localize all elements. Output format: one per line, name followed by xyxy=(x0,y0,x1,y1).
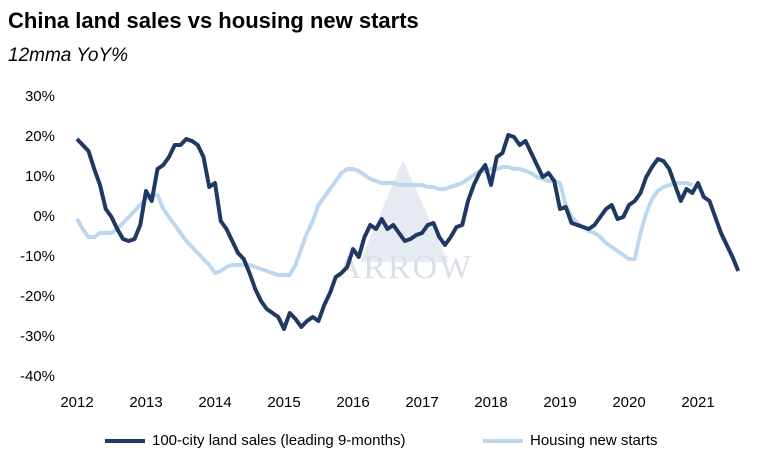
chart-subtitle: 12mma YoY% xyxy=(8,45,128,66)
x-tick-label: 2013 xyxy=(129,394,162,411)
y-tick-label: -20% xyxy=(20,288,55,305)
y-tick-label: 30% xyxy=(25,88,55,105)
legend-label: 100-city land sales (leading 9-months) xyxy=(152,432,405,449)
y-tick-label: -30% xyxy=(20,328,55,345)
y-tick-label: -10% xyxy=(20,248,55,265)
x-tick-label: 2021 xyxy=(681,394,714,411)
x-tick-label: 2015 xyxy=(267,394,300,411)
x-tick-label: 2020 xyxy=(612,394,645,411)
x-tick-label: 2012 xyxy=(60,394,93,411)
y-tick-label: -40% xyxy=(20,368,55,385)
x-tick-label: 2017 xyxy=(405,394,438,411)
x-tick-label: 2016 xyxy=(336,394,369,411)
chart-title: China land sales vs housing new starts xyxy=(8,8,419,33)
series-line xyxy=(75,133,741,331)
y-tick-label: 10% xyxy=(25,168,55,185)
y-tick-label: 0% xyxy=(33,208,55,225)
watermark-logo xyxy=(360,160,448,262)
legend-label: Housing new starts xyxy=(530,432,658,449)
series-line xyxy=(75,165,693,277)
x-tick-label: 2018 xyxy=(474,394,507,411)
x-tick-label: 2014 xyxy=(198,394,231,411)
x-tick-label: 2019 xyxy=(543,394,576,411)
y-tick-label: 20% xyxy=(25,128,55,145)
